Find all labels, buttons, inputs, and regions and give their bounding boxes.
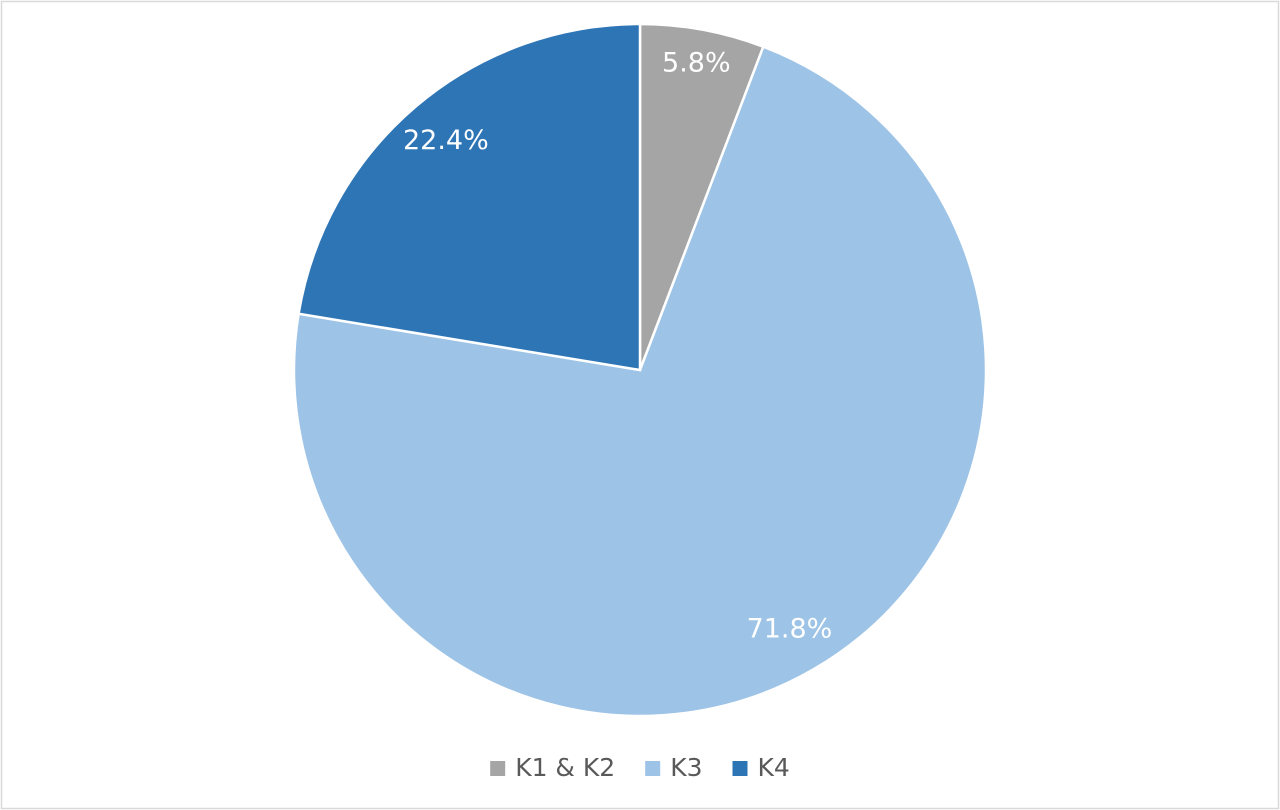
legend-swatch (732, 761, 748, 776)
legend-label: K1 & K2 (515, 753, 615, 782)
legend-swatch (490, 761, 506, 776)
data-label: 5.8% (662, 48, 731, 79)
legend-swatch (645, 761, 661, 776)
legend-label: K4 (758, 753, 790, 782)
data-label: 22.4% (403, 125, 489, 156)
pie-slice (292, 45, 988, 718)
legend-label: K3 (670, 753, 702, 782)
pie-slice (638, 22, 765, 371)
data-label: 71.8% (747, 614, 833, 645)
pie-slice (297, 22, 642, 372)
